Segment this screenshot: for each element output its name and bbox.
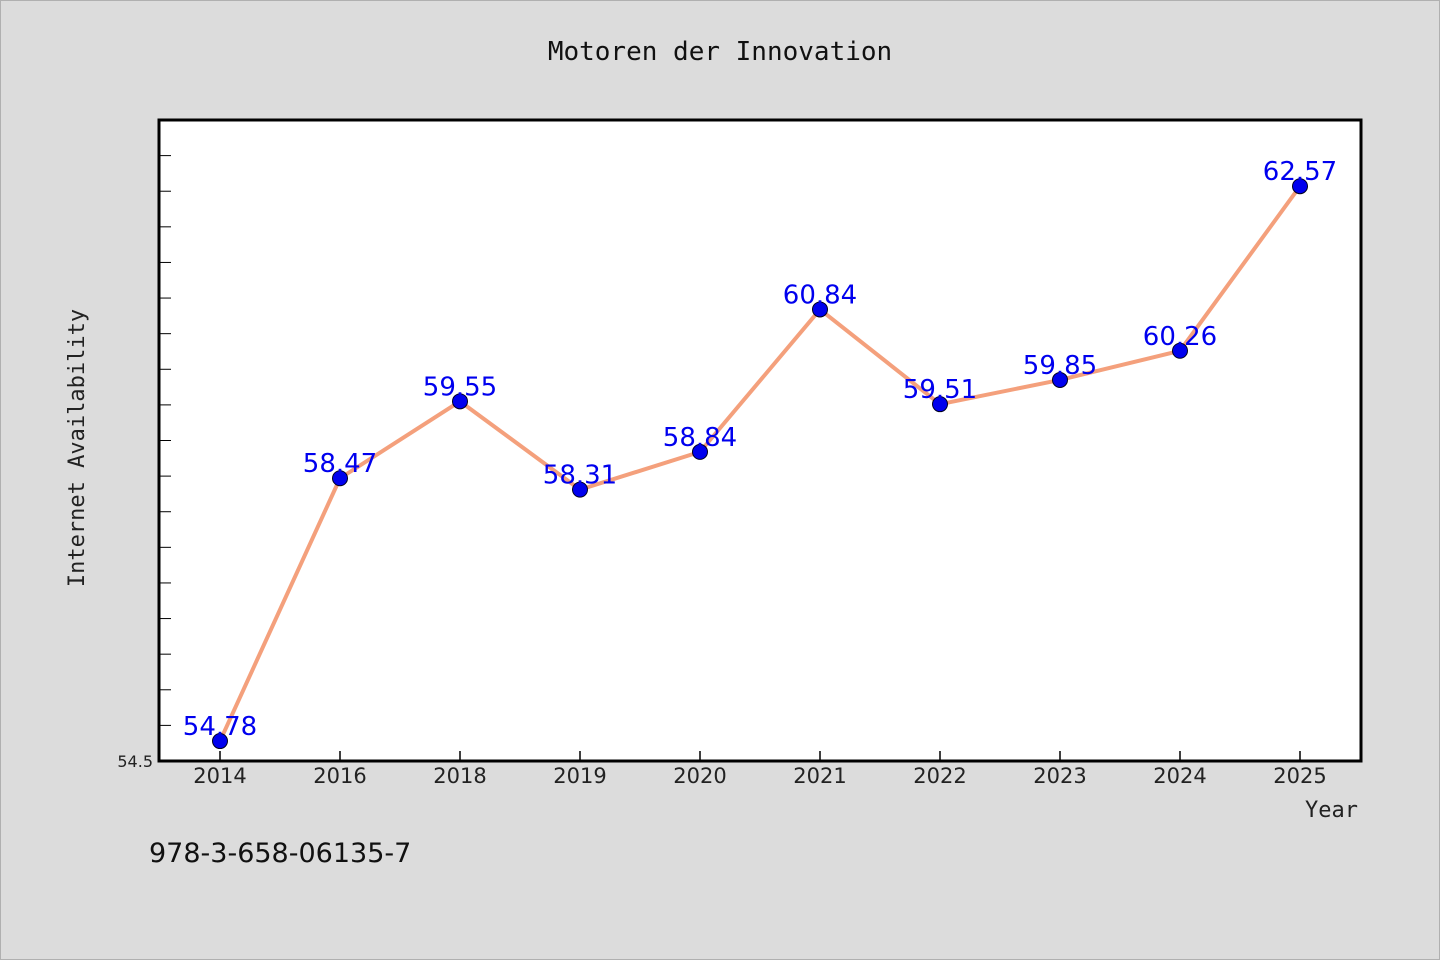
data-label: 58.84 — [663, 423, 737, 453]
chart-title: Motoren der Innovation — [548, 37, 892, 67]
data-point — [212, 733, 228, 750]
data-point — [812, 301, 828, 318]
x-tick-label: 2024 — [1153, 764, 1206, 788]
data-point — [1292, 178, 1308, 195]
x-tick-label: 2020 — [673, 764, 726, 788]
data-point — [932, 396, 948, 413]
data-label: 59.51 — [903, 375, 977, 405]
x-tick-label: 2025 — [1273, 764, 1326, 788]
x-tick-label: 2022 — [913, 764, 966, 788]
y-axis-ticks — [159, 119, 171, 762]
data-label: 60.84 — [783, 280, 857, 310]
x-tick-label: 2021 — [793, 764, 846, 788]
data-label: 58.31 — [543, 461, 617, 491]
x-tick-label: 2023 — [1033, 764, 1086, 788]
x-tick-label: 2019 — [553, 764, 606, 788]
data-label: 59.55 — [423, 372, 497, 402]
data-label: 58.47 — [303, 449, 377, 479]
data-label: 59.85 — [1023, 351, 1097, 381]
data-label: 60.26 — [1143, 322, 1217, 352]
isbn-text: 978-3-658-06135-7 — [149, 838, 411, 869]
x-tick-label: 2018 — [433, 764, 486, 788]
data-label: 54.78 — [183, 712, 257, 742]
y-tick-label-min: 54.5 — [117, 752, 153, 771]
series-line — [218, 184, 1302, 744]
data-point — [332, 470, 348, 487]
data-point — [692, 443, 708, 460]
data-point — [1172, 342, 1188, 359]
data-point — [1052, 371, 1068, 388]
data-point — [452, 393, 468, 410]
x-tick-label: 2016 — [313, 764, 366, 788]
y-axis-label: Internet Availability — [65, 309, 90, 587]
plot-area — [157, 118, 1363, 763]
x-tick-label: 2014 — [193, 764, 246, 788]
data-label: 62.57 — [1263, 157, 1337, 187]
series-layer: 54.78 58.47 59.55 58.31 58.84 60.84 59.51 59.85… — [183, 157, 1337, 750]
x-axis-ticks: 2014 2016 2018 2019 2020 2021 2022 2023 2024 2025 — [193, 751, 1327, 788]
data-point — [572, 481, 588, 498]
x-axis-label: Year — [1305, 798, 1358, 823]
